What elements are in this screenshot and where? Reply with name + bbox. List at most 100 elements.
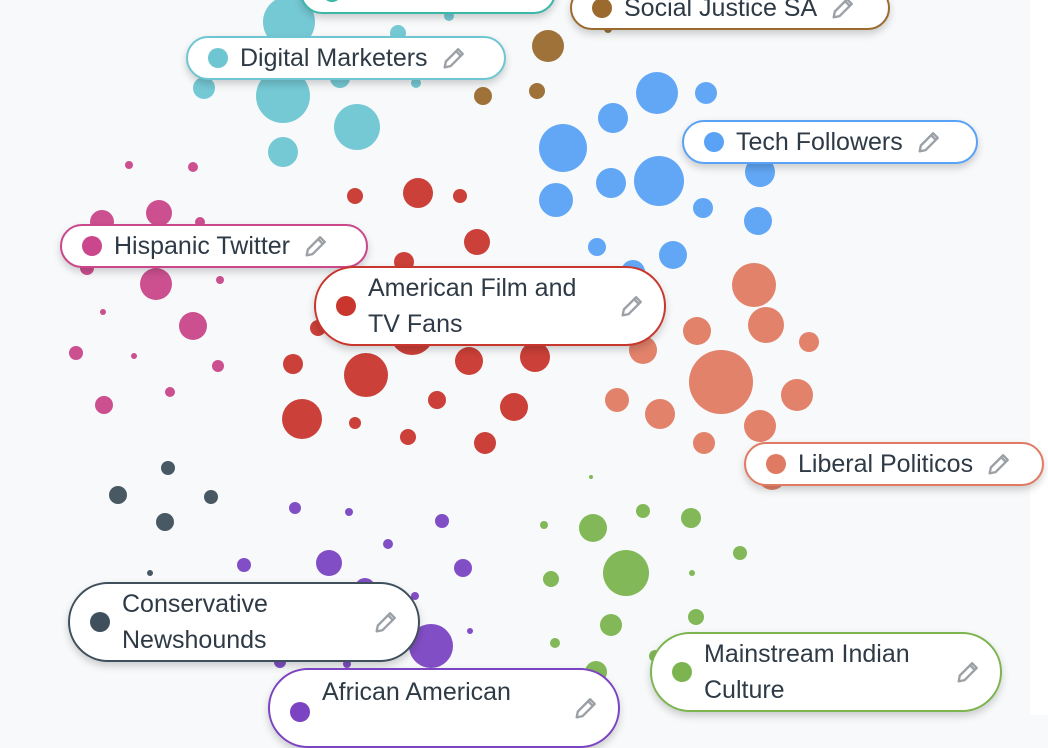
bubble-pink[interactable] [216, 276, 224, 284]
bubble-red[interactable] [283, 354, 303, 374]
pencil-icon[interactable] [572, 694, 600, 722]
cluster-pill-tech-followers[interactable]: Tech Followers [682, 120, 978, 164]
bubble-pink[interactable] [131, 353, 137, 359]
bubble-green[interactable] [688, 609, 704, 625]
bubble-blue[interactable] [539, 124, 587, 172]
bubble-orange[interactable] [732, 263, 776, 307]
bubble-orange[interactable] [781, 379, 813, 411]
bubble-green[interactable] [681, 508, 701, 528]
bubble-red[interactable] [349, 417, 361, 429]
bubble-orange[interactable] [693, 432, 715, 454]
bubble-pink[interactable] [179, 312, 207, 340]
bubble-orange[interactable] [605, 388, 629, 412]
bubble-red[interactable] [344, 353, 388, 397]
pencil-icon[interactable] [954, 658, 982, 686]
bubble-pink[interactable] [69, 346, 83, 360]
pencil-icon[interactable] [372, 608, 400, 636]
bubble-purple[interactable] [343, 660, 351, 668]
cluster-pill-mainstream-indian-culture[interactable]: Mainstream Indian Culture [650, 632, 1002, 712]
bubble-red[interactable] [464, 229, 490, 255]
bubble-teal[interactable] [256, 69, 310, 123]
bubble-blue[interactable] [634, 156, 684, 206]
bubble-green[interactable] [589, 475, 593, 479]
bubble-green[interactable] [733, 546, 747, 560]
pencil-icon[interactable] [440, 44, 468, 72]
bubble-purple[interactable] [467, 628, 473, 634]
bubble-orange[interactable] [645, 399, 675, 429]
bubble-slate[interactable] [204, 490, 218, 504]
bubble-red[interactable] [453, 189, 467, 203]
bubble-blue[interactable] [539, 183, 573, 217]
bubble-pink[interactable] [188, 162, 198, 172]
bubble-blue[interactable] [693, 198, 713, 218]
bubble-red[interactable] [403, 178, 433, 208]
bubble-green[interactable] [636, 504, 650, 518]
bubble-pink[interactable] [212, 360, 224, 372]
pencil-icon[interactable] [829, 0, 857, 22]
bubble-teal[interactable] [193, 77, 215, 99]
bubble-red[interactable] [474, 432, 496, 454]
bubble-teal[interactable] [263, 0, 315, 48]
bubble-blue[interactable] [744, 207, 772, 235]
bubble-green[interactable] [550, 638, 560, 648]
cluster-pill-digital-marketers[interactable]: Digital Marketers [186, 36, 506, 80]
bubble-green[interactable] [543, 571, 559, 587]
bubble-blue[interactable] [745, 157, 775, 187]
bubble-blue[interactable] [588, 238, 606, 256]
pencil-icon[interactable] [618, 292, 646, 320]
bubble-pink[interactable] [100, 309, 106, 315]
bubble-orange[interactable] [799, 332, 819, 352]
pencil-icon[interactable] [302, 232, 330, 260]
bubble-purple[interactable] [411, 592, 419, 600]
cluster-pill-social-justice-sa[interactable]: Social Justice SA [570, 0, 890, 30]
bubble-pink[interactable] [165, 387, 175, 397]
bubble-green[interactable] [603, 550, 649, 596]
cluster-pill-partial-top[interactable] [300, 0, 556, 14]
bubble-teal[interactable] [334, 104, 380, 150]
bubble-orange[interactable] [748, 307, 784, 343]
bubble-green[interactable] [689, 570, 695, 576]
bubble-purple[interactable] [454, 559, 472, 577]
bubble-pink[interactable] [95, 396, 113, 414]
bubble-blue[interactable] [659, 241, 687, 269]
bubble-pink[interactable] [125, 161, 133, 169]
bubble-pink[interactable] [146, 200, 172, 226]
bubble-slate[interactable] [109, 486, 127, 504]
bubble-orange[interactable] [689, 350, 753, 414]
bubble-green[interactable] [600, 614, 622, 636]
pencil-icon[interactable] [985, 450, 1013, 478]
bubble-purple[interactable] [383, 539, 393, 549]
bubble-slate[interactable] [147, 570, 153, 576]
cluster-pill-american-film-tv-fans[interactable]: American Film and TV Fans [314, 266, 666, 346]
bubble-brown[interactable] [529, 83, 545, 99]
pencil-icon[interactable] [915, 128, 943, 156]
bubble-orange[interactable] [744, 410, 776, 442]
bubble-green[interactable] [540, 521, 548, 529]
cluster-pill-african-american[interactable]: African American [268, 668, 620, 748]
bubble-red[interactable] [520, 342, 550, 372]
bubble-purple[interactable] [289, 502, 301, 514]
bubble-blue[interactable] [695, 82, 717, 104]
bubble-blue[interactable] [596, 168, 626, 198]
bubble-green[interactable] [579, 514, 607, 542]
bubble-purple[interactable] [409, 624, 453, 668]
bubble-blue[interactable] [636, 72, 678, 114]
bubble-teal[interactable] [411, 78, 421, 88]
cluster-pill-hispanic-twitter[interactable]: Hispanic Twitter [60, 224, 368, 268]
cluster-pill-conservative-newshounds[interactable]: Conservative Newshounds [68, 582, 420, 662]
bubble-red[interactable] [500, 393, 528, 421]
bubble-red[interactable] [282, 399, 322, 439]
bubble-purple[interactable] [316, 550, 342, 576]
bubble-purple[interactable] [237, 558, 251, 572]
bubble-red[interactable] [455, 347, 483, 375]
bubble-teal[interactable] [268, 137, 298, 167]
bubble-slate[interactable] [161, 461, 175, 475]
bubble-purple[interactable] [345, 508, 353, 516]
bubble-brown[interactable] [474, 87, 492, 105]
bubble-red[interactable] [347, 188, 363, 204]
bubble-red[interactable] [400, 429, 416, 445]
bubble-purple[interactable] [435, 514, 449, 528]
bubble-orange[interactable] [683, 317, 711, 345]
bubble-red[interactable] [428, 391, 446, 409]
bubble-brown[interactable] [532, 30, 564, 62]
